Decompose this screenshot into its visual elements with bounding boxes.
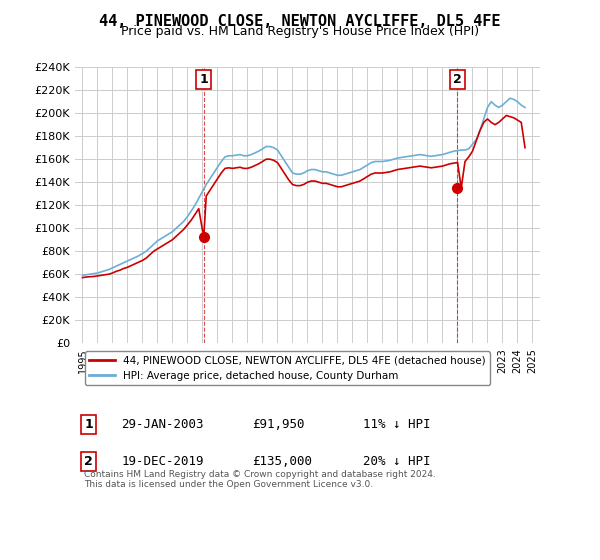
Text: Contains HM Land Registry data © Crown copyright and database right 2024.
This d: Contains HM Land Registry data © Crown c… [84,470,436,489]
Legend: 44, PINEWOOD CLOSE, NEWTON AYCLIFFE, DL5 4FE (detached house), HPI: Average pric: 44, PINEWOOD CLOSE, NEWTON AYCLIFFE, DL5… [85,352,490,385]
Text: £135,000: £135,000 [252,455,312,468]
Text: 2: 2 [452,73,461,86]
Text: 1: 1 [199,73,208,86]
Text: Price paid vs. HM Land Registry's House Price Index (HPI): Price paid vs. HM Land Registry's House … [121,25,479,38]
Text: 1: 1 [84,418,93,431]
Text: 11% ↓ HPI: 11% ↓ HPI [364,418,431,431]
Text: 2: 2 [84,455,93,468]
Text: 44, PINEWOOD CLOSE, NEWTON AYCLIFFE, DL5 4FE: 44, PINEWOOD CLOSE, NEWTON AYCLIFFE, DL5… [99,14,501,29]
Text: 19-DEC-2019: 19-DEC-2019 [121,455,204,468]
Text: 29-JAN-2003: 29-JAN-2003 [121,418,204,431]
Text: £91,950: £91,950 [252,418,304,431]
Text: 20% ↓ HPI: 20% ↓ HPI [364,455,431,468]
